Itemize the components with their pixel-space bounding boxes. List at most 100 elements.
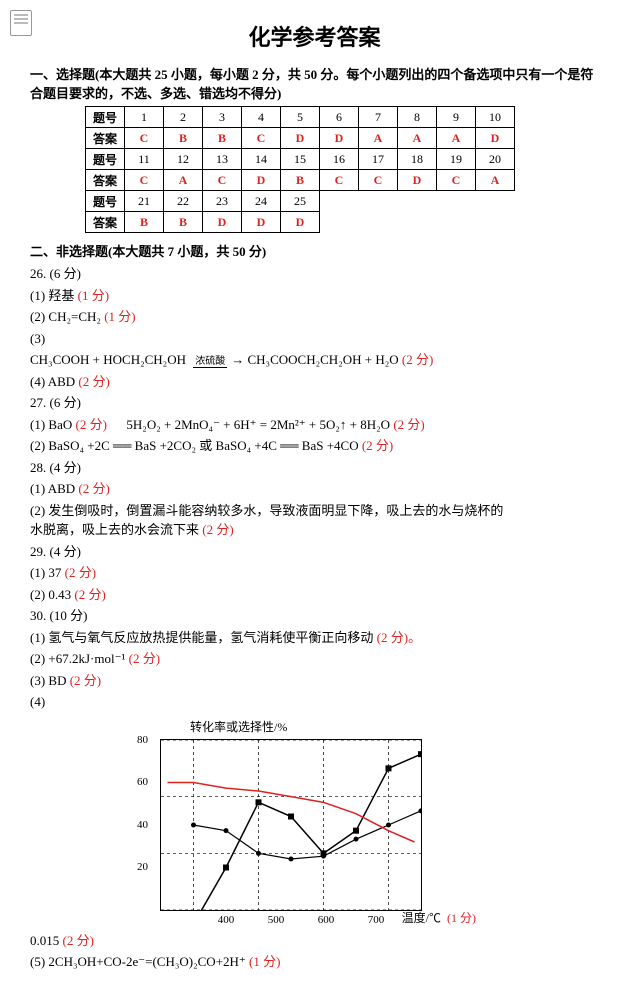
q30-3: (3) BD (2 分): [30, 671, 599, 691]
q26-1: (1) 羟基 (1 分): [30, 286, 599, 306]
table-label-ans: 答案: [86, 170, 125, 191]
table-cell-ans: C: [125, 128, 164, 149]
table-label-ans: 答案: [86, 212, 125, 233]
section2-head: 二、非选择题(本大题共 7 小题，共 50 分): [30, 241, 599, 260]
table-label-num: 题号: [86, 149, 125, 170]
q30-3-text: (3) BD: [30, 673, 66, 688]
table-cell-num: 6: [320, 107, 359, 128]
q28-2: (2) 发生倒吸时，倒置漏斗能容纳较多水，导致液面明显下降，吸上去的水与烧杯的水…: [30, 501, 510, 540]
q28-2-score: (2 分): [202, 522, 233, 537]
q30-2-text: (2) +67.2kJ·mol⁻¹: [30, 651, 125, 666]
table-cell-num: 17: [359, 149, 398, 170]
table-cell-num: 3: [203, 107, 242, 128]
table-cell-num: 22: [164, 191, 203, 212]
table-cell-ans: A: [437, 128, 476, 149]
q26-3-score: (2 分): [402, 352, 433, 367]
table-cell-num: 8: [398, 107, 437, 128]
q30-4b-score: (2 分): [63, 933, 94, 948]
chart-container: 转化率或选择性/% 80604020 400500600700 温度/℃ (1 …: [160, 718, 599, 911]
q30-5-score: (1 分): [249, 954, 280, 969]
q27-1b: 5H₂O₂ + 2MnO₄⁻ + 6H⁺ = 2Mn²⁺ + 5O₂↑ + 8H…: [126, 417, 390, 432]
table-cell-num: 23: [203, 191, 242, 212]
q28-2-text: (2) 发生倒吸时，倒置漏斗能容纳较多水，导致液面明显下降，吸上去的水与烧杯的水…: [30, 503, 503, 538]
q29-2: (2) 0.43 (2 分): [30, 585, 599, 605]
table-cell-num: 5: [281, 107, 320, 128]
answer-table: 题号12345678910答案CBBCDDAAAD题号1112131415161…: [85, 106, 515, 233]
table-cell-ans: D: [242, 212, 281, 233]
q26-4-text: (4) ABD: [30, 374, 75, 389]
q29-head: 29. (4 分): [30, 542, 599, 562]
q26-1-text: (1) 羟基: [30, 288, 74, 303]
table-cell-ans: D: [320, 128, 359, 149]
table-cell-num: 1: [125, 107, 164, 128]
q26-4-score: (2 分): [78, 374, 109, 389]
table-cell-ans: A: [476, 170, 515, 191]
q26-2-text: (2) CH₂=CH₂: [30, 309, 101, 324]
chart-title: 转化率或选择性/%: [190, 718, 599, 735]
q26-3b: CH₃COOH + HOCH₂CH₂OH 浓硫酸→ CH₃COOCH₂CH₂OH…: [30, 350, 599, 370]
table-cell-ans: D: [281, 128, 320, 149]
q27-1: (1) BaO (2 分) 5H₂O₂ + 2MnO₄⁻ + 6H⁺ = 2Mn…: [30, 415, 599, 435]
chart-ylabels: 80604020: [137, 734, 148, 904]
q30-head: 30. (10 分): [30, 606, 599, 626]
table-label-ans: 答案: [86, 128, 125, 149]
table-cell-num: 16: [320, 149, 359, 170]
xaxis-text: 温度/℃: [402, 911, 441, 925]
table-cell-num: 20: [476, 149, 515, 170]
q28-1-text: (1) ABD: [30, 481, 75, 496]
q29-2-text: (2) 0.43: [30, 587, 71, 602]
q26-2-score: (1 分): [104, 309, 135, 324]
table-cell-num: 19: [437, 149, 476, 170]
q27-2-score: (2 分): [362, 438, 393, 453]
q29-2-score: (2 分): [74, 587, 105, 602]
q29-1-score: (2 分): [65, 565, 96, 580]
table-label-num: 题号: [86, 107, 125, 128]
table-cell-ans: A: [398, 128, 437, 149]
table-cell-num: 9: [437, 107, 476, 128]
q29-1: (1) 37 (2 分): [30, 563, 599, 583]
table-cell-num: 2: [164, 107, 203, 128]
q30-3-score: (2 分): [70, 673, 101, 688]
table-cell-num: 15: [281, 149, 320, 170]
q27-2-text: (2) BaSO₄ +2C ══ BaS +2CO₂ 或 BaSO₄ +4C ═…: [30, 438, 359, 453]
table-label-num: 题号: [86, 191, 125, 212]
q26-4: (4) ABD (2 分): [30, 372, 599, 392]
table-cell-num: 21: [125, 191, 164, 212]
section1-head: 一、选择题(本大题共 25 小题，每小题 2 分，共 50 分。每个小题列出的四…: [30, 64, 599, 102]
q26-head: 26. (6 分): [30, 264, 599, 284]
table-cell-ans: D: [476, 128, 515, 149]
table-cell-ans: B: [164, 212, 203, 233]
table-cell-num: 11: [125, 149, 164, 170]
q30-4b: 0.015 (2 分): [30, 931, 599, 951]
chart-xaxis-label: 温度/℃ (1 分): [402, 909, 476, 926]
q26-1-score: (1 分): [78, 288, 109, 303]
q30-2-score: (2 分): [129, 651, 160, 666]
arrow-top: 浓硫酸: [193, 357, 227, 368]
table-cell-num: 14: [242, 149, 281, 170]
q26-2: (2) CH₂=CH₂ (1 分): [30, 307, 599, 327]
table-cell-num: 4: [242, 107, 281, 128]
q29-1-text: (1) 37: [30, 565, 61, 580]
table-cell-num: 25: [281, 191, 320, 212]
table-cell-ans: A: [359, 128, 398, 149]
q30-4: (4): [30, 692, 599, 712]
table-cell-num: 18: [398, 149, 437, 170]
table-cell-ans: B: [281, 170, 320, 191]
xaxis-score: (1 分): [447, 911, 476, 925]
q30-1: (1) 氢气与氧气反应放热提供能量，氢气消耗使平衡正向移动 (2 分)。: [30, 628, 599, 648]
table-cell-ans: C: [359, 170, 398, 191]
q28-1-score: (2 分): [78, 481, 109, 496]
table-cell-ans: C: [320, 170, 359, 191]
table-cell-num: 12: [164, 149, 203, 170]
table-cell-num: 7: [359, 107, 398, 128]
table-cell-ans: B: [164, 128, 203, 149]
q26-3-left: CH₃COOH + HOCH₂CH₂OH: [30, 352, 186, 367]
page-title: 化学参考答案: [30, 20, 599, 52]
table-cell-num: 13: [203, 149, 242, 170]
q30-1-text: (1) 氢气与氧气反应放热提供能量，氢气消耗使平衡正向移动: [30, 630, 373, 645]
table-cell-num: 24: [242, 191, 281, 212]
q30-2: (2) +67.2kJ·mol⁻¹ (2 分): [30, 649, 599, 669]
table-cell-ans: C: [125, 170, 164, 191]
q26-3-right: CH₃COOCH₂CH₂OH + H₂O: [248, 352, 399, 367]
reaction-arrow: 浓硫酸: [193, 357, 227, 368]
